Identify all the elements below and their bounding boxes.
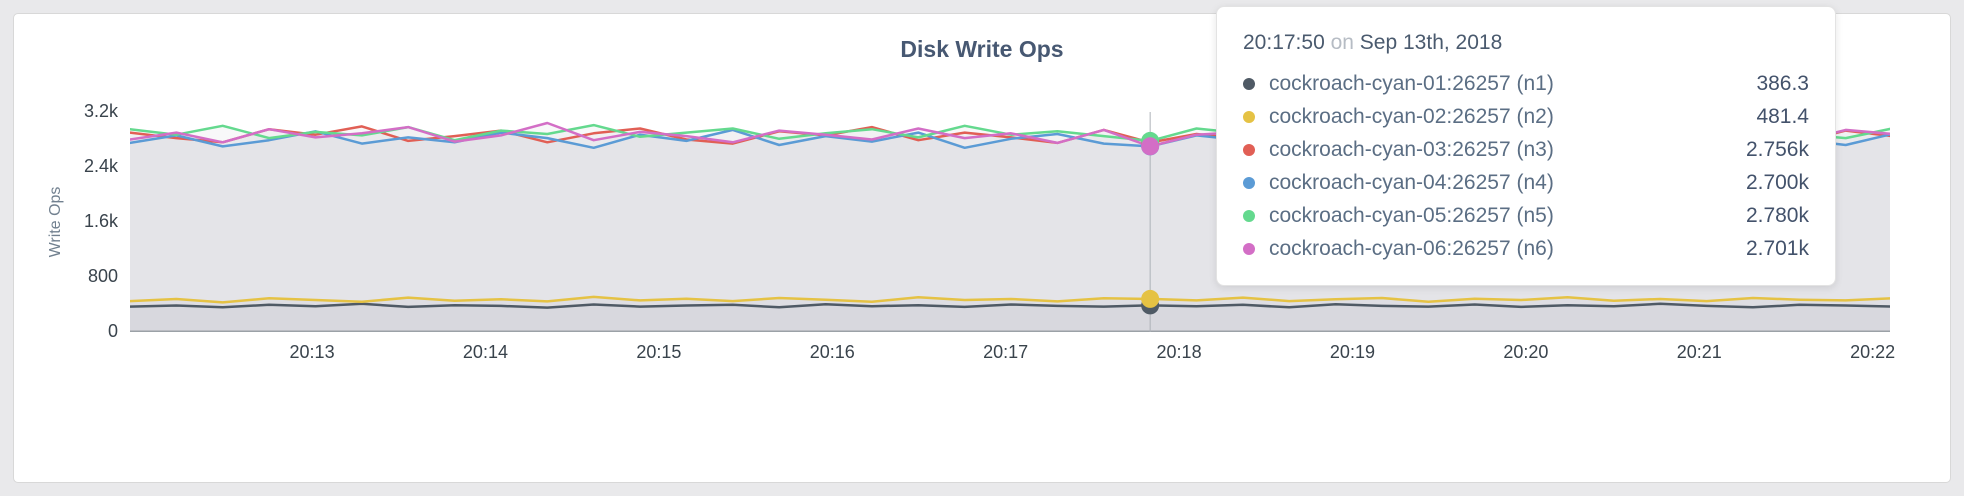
x-tick-label: 20:21 xyxy=(1676,342,1722,362)
tooltip-row: cockroach-cyan-01:26257 (n1) 386.3 xyxy=(1243,67,1809,100)
series-color-dot-icon xyxy=(1243,242,1255,255)
series-value: 2.701k xyxy=(1745,236,1809,260)
series-value: 481.4 xyxy=(1756,104,1809,128)
series-name: cockroach-cyan-05:26257 (n5) xyxy=(1269,203,1554,227)
x-tick-label: 20:22 xyxy=(1850,342,1896,362)
x-tick-label: 20:15 xyxy=(636,342,682,362)
series-name: cockroach-cyan-04:26257 (n4) xyxy=(1269,170,1554,194)
tooltip-conjunction: on xyxy=(1330,31,1354,54)
series-color-dot-icon xyxy=(1243,110,1255,123)
tooltip-title: 20:17:50 on Sep 13th, 2018 xyxy=(1243,31,1809,55)
tooltip-row: cockroach-cyan-05:26257 (n5) 2.780k xyxy=(1243,199,1809,232)
tooltip-row: cockroach-cyan-04:26257 (n4) 2.700k xyxy=(1243,166,1809,199)
hover-dot-2 xyxy=(1141,289,1160,308)
chart-title: Disk Write Ops xyxy=(900,36,1064,62)
y-tick-label: 1.6k xyxy=(83,211,118,231)
series-color-dot-icon xyxy=(1243,77,1255,90)
series-color-dot-icon xyxy=(1243,143,1255,156)
x-tick-label: 20:14 xyxy=(462,342,508,362)
x-tick-label: 20:20 xyxy=(1503,342,1549,362)
tooltip-row: cockroach-cyan-03:26257 (n3) 2.756k xyxy=(1243,133,1809,166)
series-area-1 xyxy=(130,303,1890,332)
series-line-2 xyxy=(130,295,1890,304)
series-line-1 xyxy=(130,302,1890,309)
series-value: 2.780k xyxy=(1745,203,1809,227)
hover-dot-6 xyxy=(1141,137,1160,156)
x-tick-label: 20:19 xyxy=(1329,342,1375,362)
series-color-dot-icon xyxy=(1243,176,1255,189)
tooltip-row: cockroach-cyan-06:26257 (n6) 2.701k xyxy=(1243,232,1809,265)
x-tick-label: 20:18 xyxy=(1156,342,1202,362)
series-color-dot-icon xyxy=(1243,209,1255,222)
tooltip-rows: cockroach-cyan-01:26257 (n1) 386.3 cockroa… xyxy=(1243,67,1809,265)
series-value: 2.756k xyxy=(1745,137,1809,161)
y-tick-label: 0 xyxy=(107,321,118,341)
series-name: cockroach-cyan-01:26257 (n1) xyxy=(1269,71,1554,95)
hover-tooltip: 20:17:50 on Sep 13th, 2018 cockroach-cya… xyxy=(1216,6,1836,286)
y-tick-label: 3.2k xyxy=(83,101,118,121)
x-tick-label: 20:13 xyxy=(289,342,335,362)
series-name: cockroach-cyan-06:26257 (n6) xyxy=(1269,236,1554,260)
tooltip-time: 20:17:50 xyxy=(1243,31,1325,54)
y-tick-label: 800 xyxy=(87,266,118,286)
series-name: cockroach-cyan-02:26257 (n2) xyxy=(1269,104,1554,128)
tooltip-date: Sep 13th, 2018 xyxy=(1359,31,1503,54)
series-value: 2.700k xyxy=(1745,170,1809,194)
y-tick-label: 2.4k xyxy=(83,156,118,176)
series-value: 386.3 xyxy=(1756,71,1809,95)
series-name: cockroach-cyan-03:26257 (n3) xyxy=(1269,137,1554,161)
tooltip-row: cockroach-cyan-02:26257 (n2) 481.4 xyxy=(1243,100,1809,133)
x-tick-label: 20:16 xyxy=(809,342,855,362)
x-tick-label: 20:17 xyxy=(983,342,1029,362)
